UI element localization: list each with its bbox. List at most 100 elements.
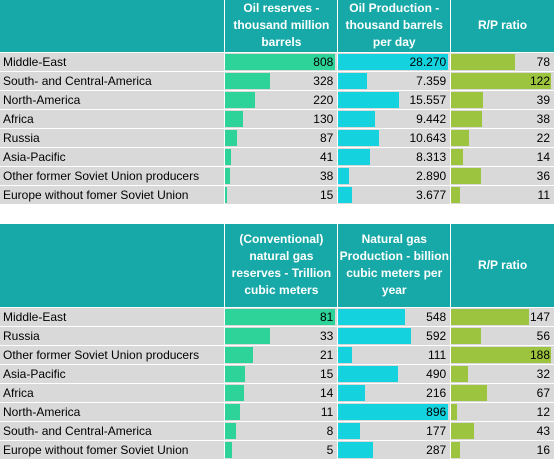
oil-rp-databar (451, 129, 470, 146)
oil-production-cell[interactable]: 28.270 (337, 52, 452, 72)
gas-reserves-cell[interactable]: 11 (224, 402, 339, 422)
oil-rp-cell[interactable]: 122 (450, 71, 555, 91)
gas-production-databar (338, 403, 449, 420)
gas-region-cell[interactable]: Asia-Pacific (0, 364, 226, 384)
gas-region-cell[interactable]: Middle-East (0, 307, 226, 327)
gas-production-databar (338, 346, 353, 363)
gas-region-cell[interactable]: Europe without fomer Soviet Union (0, 440, 226, 460)
oil-production-cell[interactable]: 9.442 (337, 109, 452, 129)
oil-region-cell[interactable]: Africa (0, 109, 226, 129)
gas-rp-databar (451, 403, 458, 420)
gas-production-cell[interactable]: 177 (337, 421, 452, 441)
oil-rp-cell[interactable]: 38 (450, 109, 555, 129)
gas-production-databar (338, 365, 399, 382)
oil-production-cell[interactable]: 10.643 (337, 128, 452, 148)
gas-reserves-cell[interactable]: 15 (224, 364, 339, 384)
oil-table-row: Asia-Pacific 41 8.313 14 (0, 147, 555, 167)
oil-reserves-header[interactable]: Oil reserves - thousand million barrels (224, 0, 339, 53)
gas-rp-databar (451, 327, 482, 344)
gas-production-value: 177 (426, 423, 447, 438)
gas-reserves-header[interactable]: (Conventional) natural gas reserves - Tr… (224, 224, 339, 308)
gas-rp-cell[interactable]: 32 (450, 364, 555, 384)
oil-table-row: Middle-East 808 28.270 78 (0, 52, 555, 72)
oil-rp-cell[interactable]: 14 (450, 147, 555, 167)
gas-region-cell[interactable]: Other former Soviet Union producers (0, 345, 226, 365)
gas-table-row: Other former Soviet Union producers 21 111… (0, 345, 555, 365)
oil-reserves-cell[interactable]: 41 (224, 147, 339, 167)
oil-rp-cell[interactable]: 36 (450, 166, 555, 186)
oil-rp-cell[interactable]: 22 (450, 128, 555, 148)
oil-rp-value: 22 (536, 130, 550, 145)
gas-rp-value: 56 (536, 328, 550, 343)
oil-reserves-databar (225, 53, 336, 70)
oil-production-header[interactable]: Oil Production - thousand barrels per da… (337, 0, 452, 53)
oil-reserves-value: 328 (313, 73, 334, 88)
gas-production-value: 490 (426, 366, 447, 381)
gas-production-value: 896 (426, 404, 447, 419)
oil-production-databar (338, 53, 449, 70)
gas-rp-cell[interactable]: 56 (450, 326, 555, 346)
oil-table-row: Russia 87 10.643 22 (0, 128, 555, 148)
gas-region-cell[interactable]: North-America (0, 402, 226, 422)
oil-region-cell[interactable]: South- and Central-America (0, 71, 226, 91)
gas-reserves-cell[interactable]: 14 (224, 383, 339, 403)
gas-rp-cell[interactable]: 188 (450, 345, 555, 365)
gas-rp-cell[interactable]: 147 (450, 307, 555, 327)
oil-production-cell[interactable]: 7.359 (337, 71, 452, 91)
oil-region-cell[interactable]: Asia-Pacific (0, 147, 226, 167)
gas-rp-value: 32 (536, 366, 550, 381)
oil-rp-header[interactable]: R/P ratio (450, 0, 555, 53)
oil-region-cell[interactable]: Middle-East (0, 52, 226, 72)
oil-reserves-cell[interactable]: 15 (224, 185, 339, 205)
gas-reserves-cell[interactable]: 21 (224, 345, 339, 365)
gas-production-cell[interactable]: 490 (337, 364, 452, 384)
gas-production-header[interactable]: Natural gas Production - billion cubic m… (337, 224, 452, 308)
gas-rp-cell[interactable]: 16 (450, 440, 555, 460)
oil-production-cell[interactable]: 15.557 (337, 90, 452, 110)
oil-region-cell[interactable]: Europe without fomer Soviet Union (0, 185, 226, 205)
gas-production-cell[interactable]: 896 (337, 402, 452, 422)
gas-region-cell[interactable]: South- and Central-America (0, 421, 226, 441)
gas-table-row: Africa 14 216 67 (0, 383, 555, 403)
gas-rp-header[interactable]: R/P ratio (450, 224, 555, 308)
oil-region-cell[interactable]: Other former Soviet Union producers (0, 166, 226, 186)
gas-production-cell[interactable]: 287 (337, 440, 452, 460)
oil-table-row: Other former Soviet Union producers 38 2.8… (0, 166, 555, 186)
oil-region-cell[interactable]: North-America (0, 90, 226, 110)
gas-region-cell[interactable]: Russia (0, 326, 226, 346)
gas-production-cell[interactable]: 592 (337, 326, 452, 346)
oil-production-value: 28.270 (409, 54, 447, 69)
oil-rp-cell[interactable]: 39 (450, 90, 555, 110)
gas-table-row: South- and Central-America 8 177 43 (0, 421, 555, 441)
oil-reserves-cell[interactable]: 130 (224, 109, 339, 129)
oil-reserves-cell[interactable]: 87 (224, 128, 339, 148)
oil-rp-cell[interactable]: 78 (450, 52, 555, 72)
gas-rp-cell[interactable]: 67 (450, 383, 555, 403)
oil-reserves-cell[interactable]: 808 (224, 52, 339, 72)
gas-production-cell[interactable]: 216 (337, 383, 452, 403)
oil-table-row: North-America 220 15.557 39 (0, 90, 555, 110)
gas-production-cell[interactable]: 548 (337, 307, 452, 327)
gas-rp-value: 147 (529, 309, 550, 324)
gas-production-databar (338, 441, 374, 458)
gas-rp-cell[interactable]: 12 (450, 402, 555, 422)
oil-region-cell[interactable]: Russia (0, 128, 226, 148)
gas-reserves-cell[interactable]: 8 (224, 421, 339, 441)
oil-production-cell[interactable]: 8.313 (337, 147, 452, 167)
oil-reserves-cell[interactable]: 328 (224, 71, 339, 91)
gas-region-cell[interactable]: Africa (0, 383, 226, 403)
oil-production-cell[interactable]: 3.677 (337, 185, 452, 205)
oil-reserves-value: 38 (319, 168, 334, 183)
oil-production-cell[interactable]: 2.890 (337, 166, 452, 186)
gas-production-cell[interactable]: 111 (337, 345, 452, 365)
gas-reserves-cell[interactable]: 81 (224, 307, 339, 327)
oil-reserves-cell[interactable]: 38 (224, 166, 339, 186)
gas-rp-cell[interactable]: 43 (450, 421, 555, 441)
oil-rp-cell[interactable]: 11 (450, 185, 555, 205)
oil-reserves-cell[interactable]: 220 (224, 90, 339, 110)
gas-reserves-cell[interactable]: 5 (224, 440, 339, 460)
gas-reserves-value: 33 (319, 328, 334, 343)
gas-reserves-cell[interactable]: 33 (224, 326, 339, 346)
gas-rp-databar (451, 308, 530, 325)
gas-reserves-databar (225, 327, 271, 344)
